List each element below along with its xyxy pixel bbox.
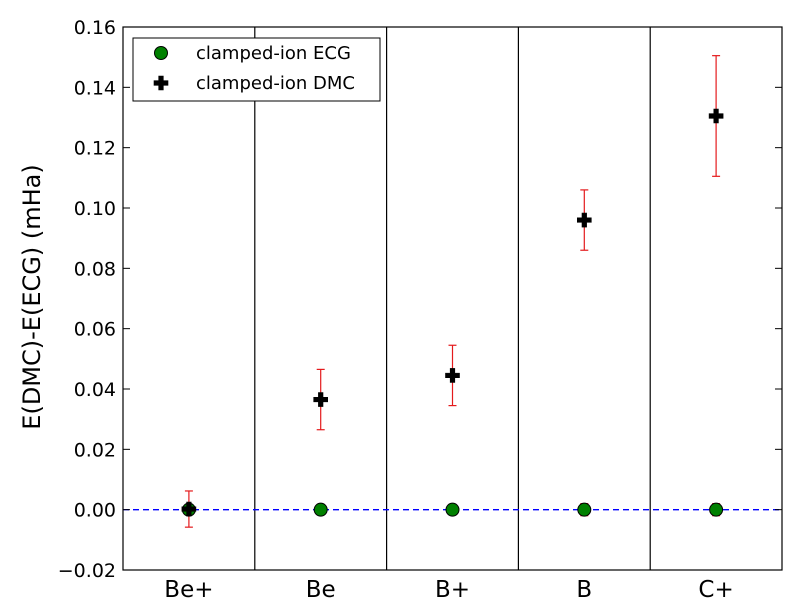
y-tick-label: 0.02 xyxy=(74,439,116,461)
y-tick-label: 0.08 xyxy=(74,258,116,280)
x-axis-labels: Be+ Be B+ B C+ xyxy=(164,577,733,603)
y-tick-label: 0.12 xyxy=(74,138,116,160)
y-tick-label: 0.14 xyxy=(74,77,116,99)
ecg-point-b xyxy=(577,502,592,517)
x-category-label: C+ xyxy=(698,577,733,603)
legend: clamped-ion ECG clamped-ion DMC xyxy=(132,37,381,102)
legend-box xyxy=(132,37,381,102)
x-category-label: Be+ xyxy=(164,577,213,603)
y-tick-label: 0.16 xyxy=(74,17,116,39)
ecg-point-b-plus xyxy=(445,502,460,517)
y-tick-label: 0.10 xyxy=(74,198,116,220)
x-category-label: Be xyxy=(306,577,336,603)
y-axis-ticks: −0.02 0.00 0.02 0.04 0.06 0.08 0.10 0.12 0.14 0.1… xyxy=(58,17,782,582)
x-category-label: B+ xyxy=(435,577,470,603)
legend-label: clamped-ion ECG xyxy=(196,43,351,64)
dmc-point-be xyxy=(313,392,328,407)
plot-border xyxy=(122,26,783,571)
dmc-point-c-plus xyxy=(708,108,724,124)
legend-marker xyxy=(153,75,169,91)
y-axis-title: E(DMC)-E(ECG) (mHa) xyxy=(18,164,46,429)
data-markers xyxy=(181,108,724,517)
y-tick-label: 0.06 xyxy=(74,319,116,341)
error-bars xyxy=(184,55,721,528)
x-category-label: B xyxy=(576,577,592,603)
y-tick-label: 0.04 xyxy=(74,379,116,401)
dmc-point-b xyxy=(577,212,592,228)
plot-frame xyxy=(122,26,783,571)
ecg-point-c-plus xyxy=(709,502,724,517)
y-tick-label: −0.02 xyxy=(58,560,116,582)
y-tick-label: 0.00 xyxy=(74,500,116,522)
dmc-point-be-plus xyxy=(181,501,197,517)
dmc-point-b-plus xyxy=(445,368,460,383)
ecg-point-be xyxy=(313,502,328,517)
legend-marker xyxy=(154,46,168,60)
legend-label: clamped-ion DMC xyxy=(196,73,355,94)
category-panels xyxy=(254,27,651,570)
